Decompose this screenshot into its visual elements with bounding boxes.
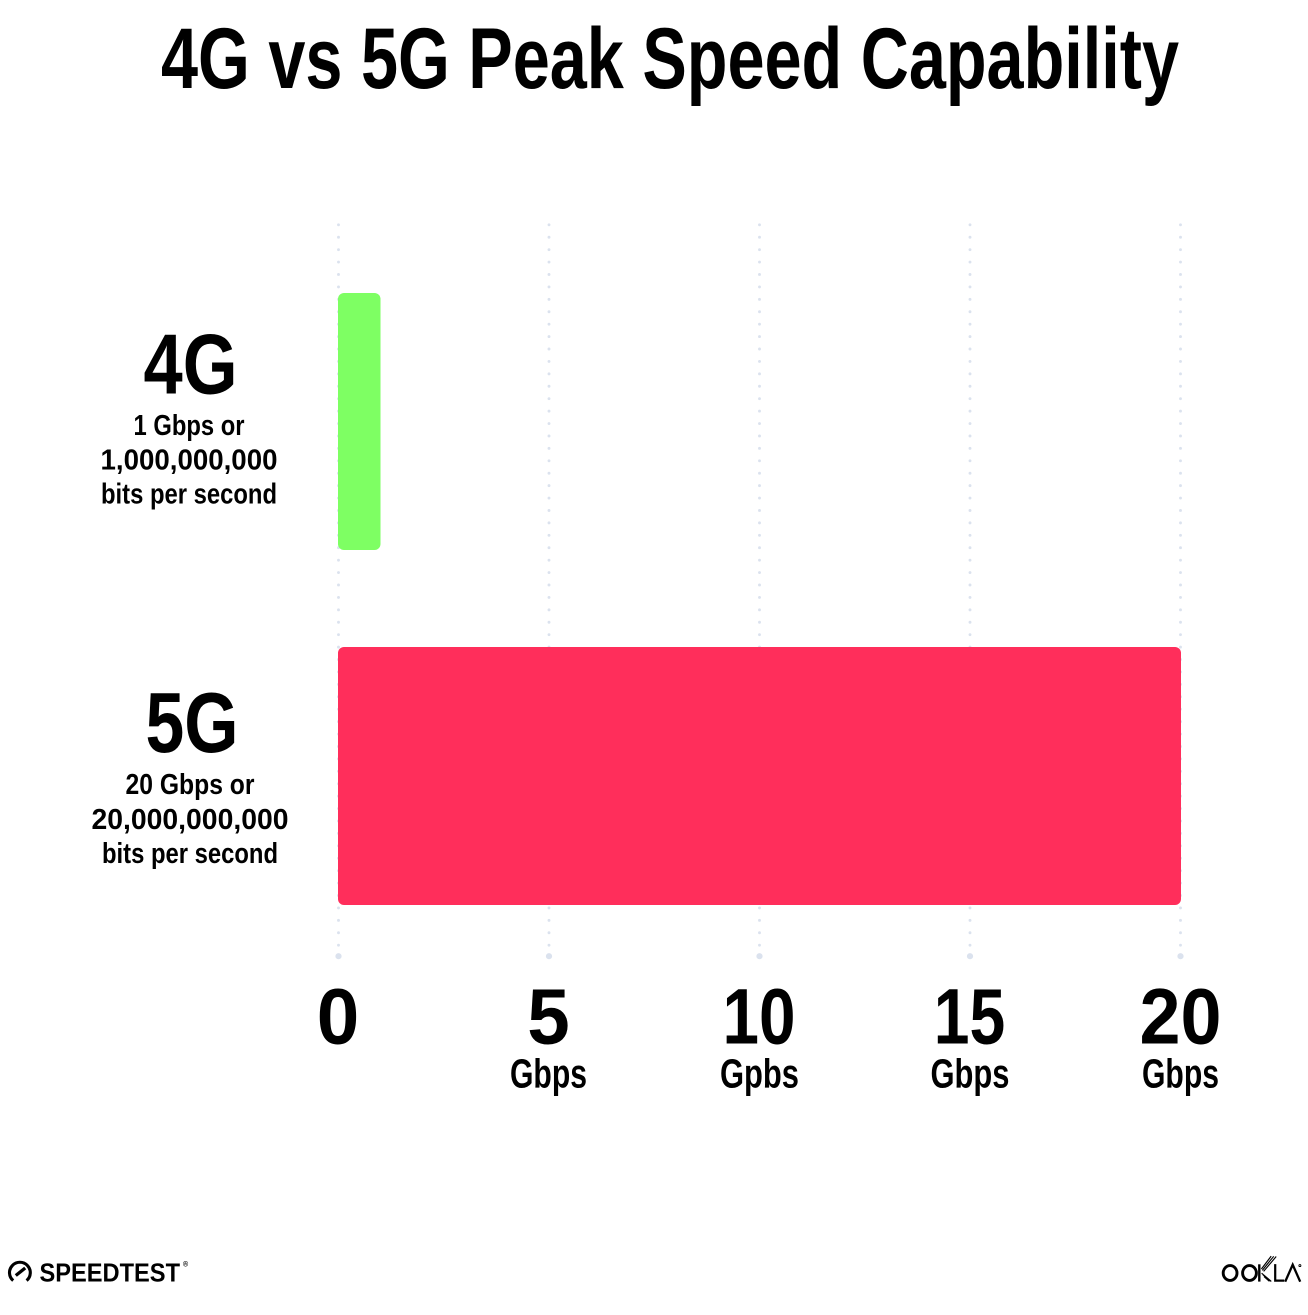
svg-text:20: 20: [1140, 971, 1222, 1060]
svg-text:Gbps: Gbps: [931, 1050, 1010, 1096]
svg-text:20,000,000,000: 20,000,000,000: [92, 804, 289, 836]
svg-text:4G: 4G: [144, 317, 238, 412]
svg-text:®: ®: [183, 1261, 189, 1269]
svg-text:5: 5: [527, 971, 570, 1060]
svg-text:Gpbs: Gpbs: [720, 1050, 799, 1096]
svg-text:10: 10: [723, 971, 796, 1060]
svg-text:SPEEDTEST: SPEEDTEST: [40, 1257, 181, 1287]
svg-text:1,000,000,000: 1,000,000,000: [101, 445, 278, 477]
svg-text:4G vs 5G Peak Speed Capability: 4G vs 5G Peak Speed Capability: [161, 11, 1179, 107]
svg-text:5G: 5G: [146, 676, 239, 771]
svg-text:1 Gbps or: 1 Gbps or: [134, 410, 245, 442]
svg-text:Gbps: Gbps: [1142, 1050, 1219, 1096]
svg-text:bits per second: bits per second: [102, 838, 278, 870]
svg-text:Gbps: Gbps: [510, 1050, 587, 1096]
svg-text:0: 0: [317, 971, 360, 1060]
svg-text:15: 15: [934, 971, 1006, 1060]
svg-text:bits per second: bits per second: [101, 478, 277, 510]
svg-text:20 Gbps or: 20 Gbps or: [126, 769, 255, 801]
